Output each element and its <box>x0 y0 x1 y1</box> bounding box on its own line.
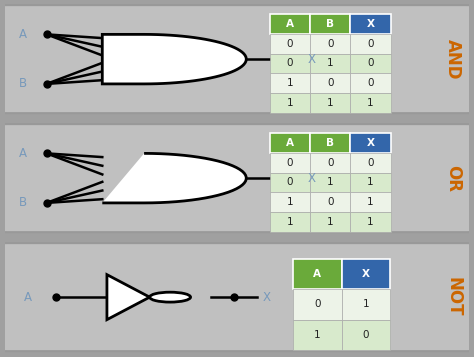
Bar <box>310 133 350 153</box>
Bar <box>350 172 391 192</box>
Text: 1: 1 <box>327 217 333 227</box>
Bar <box>310 172 350 192</box>
Text: 1: 1 <box>367 217 374 227</box>
Text: A: A <box>313 269 321 279</box>
Bar <box>310 54 350 73</box>
Text: 0: 0 <box>286 58 293 68</box>
Bar <box>350 93 391 112</box>
Bar <box>270 212 310 232</box>
Text: 0: 0 <box>367 58 374 68</box>
Bar <box>350 14 391 34</box>
Text: X: X <box>362 269 370 279</box>
Text: 0: 0 <box>327 39 333 49</box>
Text: 0: 0 <box>327 78 333 88</box>
Bar <box>270 93 310 112</box>
Circle shape <box>150 292 191 302</box>
Text: X: X <box>366 19 374 29</box>
Text: B: B <box>326 19 334 29</box>
Text: B: B <box>19 77 27 90</box>
Polygon shape <box>102 34 246 84</box>
Text: 1: 1 <box>327 177 333 187</box>
Bar <box>293 320 341 350</box>
Text: 0: 0 <box>367 158 374 168</box>
Text: 0: 0 <box>363 330 369 340</box>
Text: 0: 0 <box>314 300 320 310</box>
FancyBboxPatch shape <box>0 243 474 351</box>
Bar <box>350 192 391 212</box>
Bar <box>341 289 390 320</box>
Text: X: X <box>307 52 315 66</box>
Text: 1: 1 <box>363 300 369 310</box>
Bar <box>310 14 350 34</box>
Text: X: X <box>307 172 315 185</box>
Text: 0: 0 <box>367 78 374 88</box>
Bar <box>350 133 391 153</box>
Text: 1: 1 <box>367 177 374 187</box>
FancyBboxPatch shape <box>0 124 474 232</box>
Text: 0: 0 <box>367 39 374 49</box>
FancyBboxPatch shape <box>0 5 474 113</box>
Text: X: X <box>366 138 374 148</box>
Bar <box>270 133 310 153</box>
Bar <box>270 172 310 192</box>
Bar <box>270 14 310 34</box>
Bar <box>293 259 341 289</box>
Text: A: A <box>286 19 294 29</box>
Bar <box>350 212 391 232</box>
Bar <box>310 73 350 93</box>
Bar <box>310 212 350 232</box>
Text: 0: 0 <box>327 197 333 207</box>
Bar <box>310 153 350 172</box>
Bar <box>350 54 391 73</box>
Bar <box>350 153 391 172</box>
Bar <box>270 153 310 172</box>
Bar <box>341 320 390 350</box>
Text: OR: OR <box>444 165 462 192</box>
Text: A: A <box>19 28 27 41</box>
Bar <box>270 192 310 212</box>
Text: 1: 1 <box>327 98 333 108</box>
Bar <box>350 34 391 54</box>
Bar <box>270 34 310 54</box>
Text: A: A <box>19 147 27 160</box>
Text: 0: 0 <box>286 158 293 168</box>
Text: A: A <box>24 291 32 304</box>
Text: 1: 1 <box>286 98 293 108</box>
Bar <box>270 54 310 73</box>
Bar <box>341 259 390 289</box>
Text: 0: 0 <box>286 177 293 187</box>
Bar <box>350 73 391 93</box>
Text: B: B <box>326 138 334 148</box>
Bar <box>310 34 350 54</box>
Text: NOT: NOT <box>444 277 462 317</box>
Text: A: A <box>286 138 294 148</box>
Text: 1: 1 <box>286 78 293 88</box>
Text: 0: 0 <box>327 158 333 168</box>
Bar <box>310 93 350 112</box>
Text: X: X <box>263 291 271 304</box>
Bar <box>310 192 350 212</box>
Text: 1: 1 <box>367 197 374 207</box>
Bar <box>270 73 310 93</box>
Text: 1: 1 <box>367 98 374 108</box>
Text: 1: 1 <box>314 330 320 340</box>
Polygon shape <box>107 275 150 320</box>
Text: 1: 1 <box>286 197 293 207</box>
Text: 1: 1 <box>327 58 333 68</box>
Bar <box>293 289 341 320</box>
Text: 1: 1 <box>286 217 293 227</box>
Text: 0: 0 <box>286 39 293 49</box>
Text: AND: AND <box>444 39 462 79</box>
Text: B: B <box>19 196 27 210</box>
